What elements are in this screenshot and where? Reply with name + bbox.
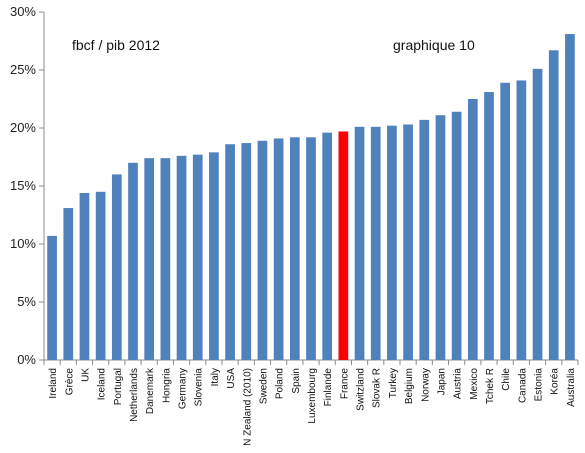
bar-canada (516, 80, 527, 360)
bar-belgium (403, 124, 413, 361)
bar-hongria (160, 158, 171, 360)
x-tick-label: Finlande (323, 368, 334, 407)
x-tick-label: Canada (517, 368, 528, 403)
bar-gr-ce (63, 208, 74, 360)
bar-spain (289, 137, 300, 360)
x-tick-label: Mexico (469, 368, 480, 400)
bar-slovak-r (370, 126, 381, 360)
x-tick-label: Portugal (113, 368, 124, 405)
x-tick-label: Luxembourg (307, 368, 318, 424)
x-tick-label: USA (226, 368, 237, 389)
x-tick-label: Slovak R (372, 368, 383, 408)
bar-sweden (257, 140, 268, 360)
bar-italy (209, 152, 219, 360)
bar-ireland (47, 235, 57, 360)
x-tick-label: Slovenia (194, 368, 205, 407)
bar-iceland (95, 191, 106, 360)
bar-danemark (144, 158, 155, 360)
bar-tchek-r (484, 92, 494, 360)
y-tick-label: 15% (10, 178, 36, 193)
bar-switzland (354, 126, 365, 360)
bar-usa (225, 144, 235, 360)
y-tick-label: 25% (10, 62, 36, 77)
x-tick-label: Tchek R (485, 368, 496, 404)
x-tick-label: Switzland (356, 368, 367, 411)
x-tick-label: Italy (210, 368, 221, 386)
x-tick-label: Austria (453, 368, 464, 400)
x-tick-label: Hongria (161, 368, 172, 403)
bar-turkey (387, 125, 397, 361)
x-tick-label: Spain (291, 368, 302, 394)
bars (47, 34, 575, 361)
x-tick-label: France (339, 368, 350, 400)
x-tick-label: Ireland (48, 368, 59, 399)
bar-portugal (111, 174, 122, 360)
x-tick-label: Australia (566, 368, 577, 407)
x-tick-label: Japan (436, 368, 447, 395)
x-tick-label: Estonia (534, 368, 545, 402)
y-tick-label: 5% (17, 294, 36, 309)
x-tick-label: Iceland (97, 368, 108, 400)
x-tick-label: N Zealand (2010) (242, 368, 253, 446)
y-tick-label: 0% (17, 352, 36, 367)
bar-france (338, 131, 349, 360)
x-tick-label: Sweden (258, 368, 269, 404)
bar-slovenia (192, 154, 203, 360)
chart-annotation-graph-ref: graphique 10 (393, 37, 475, 53)
bar-mexico (467, 99, 478, 360)
x-tick-label: Turkey (388, 368, 399, 398)
bar-luxembourg (306, 137, 316, 360)
x-tick-label: Koréa (550, 368, 561, 395)
x-tick-label: Poland (275, 368, 286, 399)
bar-chile (500, 82, 511, 360)
bar-uk (79, 192, 90, 360)
bar-netherlands (128, 162, 138, 360)
chart-annotation-subtitle: fbcf / pib 2012 (72, 37, 160, 53)
x-tick-label: Chile (501, 368, 512, 391)
x-tick-label: Norway (420, 368, 431, 402)
bar-australia (565, 34, 575, 360)
bar-estonia (532, 68, 543, 360)
x-tick-label: Germany (178, 368, 189, 409)
x-tick-labels: Ireland Grèce UK Iceland Portugal Netherlands… (48, 367, 577, 446)
bar-poland (273, 138, 284, 360)
bar-norway (419, 119, 430, 360)
bar-japan (435, 115, 446, 361)
x-tick-label: Grèce (64, 368, 75, 396)
y-tick-label: 30% (10, 4, 36, 19)
bar-germany (176, 155, 187, 360)
x-tick-label: Belgium (404, 368, 415, 404)
bar-austria (451, 111, 462, 360)
y-tick-label: 20% (10, 120, 36, 135)
bar-kor-a (548, 50, 559, 360)
x-tick-label: Netherlands (129, 368, 140, 422)
bar-n-zealand-2010- (241, 143, 252, 360)
x-tick-label: UK (80, 368, 91, 382)
x-tick-label: Danemark (145, 367, 156, 414)
y-tick-label: 10% (10, 236, 36, 251)
bar-finlande (322, 132, 333, 360)
y-tick-labels: 0% 5% 10% 15% 20% 25% 30% (10, 4, 36, 367)
